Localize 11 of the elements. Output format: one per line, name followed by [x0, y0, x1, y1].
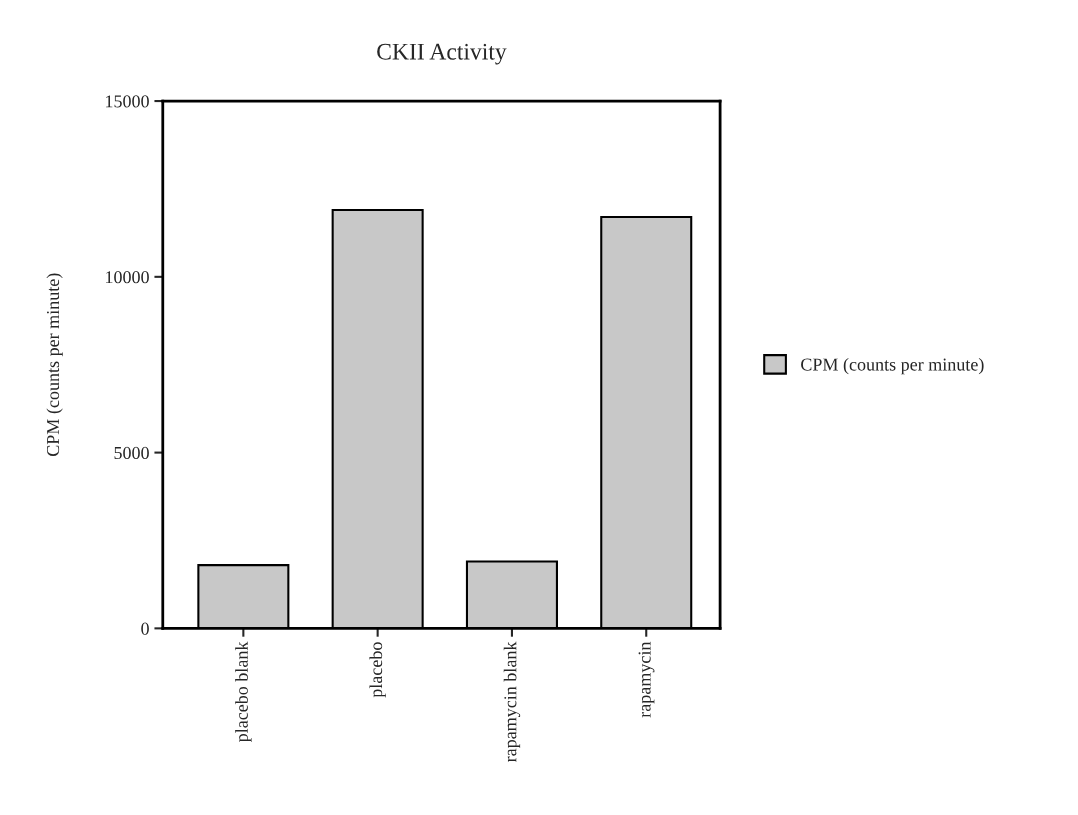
x-tick-label: placebo blank: [235, 641, 252, 743]
chart-title: CKII Activity: [377, 43, 507, 65]
y-tick-label: 15000: [106, 95, 149, 108]
x-tick-label: rapamycin blank: [503, 641, 521, 763]
y-axis-title: CPM (counts per minute): [46, 273, 63, 456]
x-tick-label: rapamycin: [638, 641, 655, 718]
y-tick-label: 0: [141, 622, 149, 635]
legend-label: CPM (counts per minute): [801, 357, 984, 375]
y-tick-label: 10000: [106, 271, 149, 284]
y-tick-label: 5000: [114, 446, 149, 460]
x-tick-label: placebo: [369, 642, 386, 698]
